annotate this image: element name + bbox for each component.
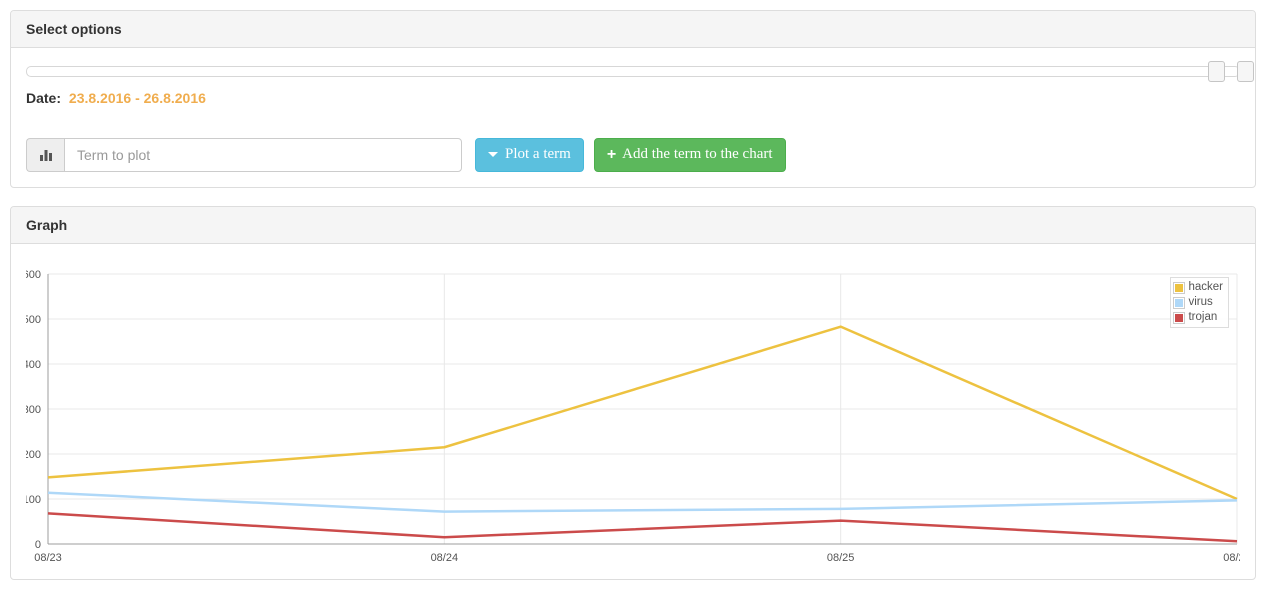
y-axis-tick-label: 0 [35, 539, 41, 551]
slider-handle-left[interactable] [1208, 61, 1225, 82]
y-axis-tick-label: 500 [26, 314, 41, 326]
add-term-button-label: Add the term to the chart [622, 146, 773, 162]
legend-item-hacker: hacker [1173, 280, 1223, 295]
slider-handle-right[interactable] [1237, 61, 1254, 82]
date-line: Date: 23.8.2016 - 26.8.2016 [26, 90, 1240, 106]
date-range-slider[interactable] [26, 61, 1254, 82]
y-axis-tick-label: 600 [26, 269, 41, 281]
select-options-panel: Select options Date: 23.8.2016 - 26.8.20… [10, 10, 1256, 188]
legend-label: virus [1188, 295, 1213, 308]
date-range-value: 23.8.2016 - 26.8.2016 [68, 90, 206, 106]
series-line-virus [47, 491, 1238, 513]
legend-swatch [1173, 311, 1186, 324]
legend-item-virus: virus [1173, 295, 1223, 310]
legend-swatch [1173, 296, 1186, 309]
y-axis-tick-label: 400 [26, 359, 41, 371]
legend-label: hacker [1188, 280, 1223, 293]
chart-legend: hacker virus trojan [1170, 277, 1229, 328]
date-label: Date: [26, 90, 62, 106]
add-term-button[interactable]: + Add the term to the chart [593, 138, 786, 172]
x-axis-tick-label: 08/24 [431, 552, 459, 564]
term-form-row: Plot a term + Add the term to the chart [26, 138, 1240, 172]
line-chart: 010020030040050060008/2308/2408/2508/26 … [26, 259, 1240, 564]
line-chart-svg: 0 100 200 300 400 500 600 08/23 08/24 08/25 08/26 [26, 269, 1240, 564]
term-input-group [26, 138, 462, 172]
plot-term-button[interactable]: Plot a term [475, 138, 584, 172]
select-options-panel-title: Select options [11, 11, 1255, 48]
plot-term-button-label: Plot a term [505, 146, 571, 162]
graph-panel: Graph 0 100 200 300 400 500 600 08/23 08/24 08/25… [10, 206, 1256, 580]
legend-swatch [1173, 281, 1186, 294]
x-axis-tick-label: 08/23 [34, 552, 62, 564]
caret-down-icon [488, 152, 498, 157]
y-axis-tick-label: 300 [26, 404, 41, 416]
x-axis-tick-label: 08/25 [827, 552, 855, 564]
legend-item-trojan: trojan [1173, 310, 1223, 325]
x-axis-tick-label: 08/26 [1223, 552, 1240, 564]
select-options-panel-body: Date: 23.8.2016 - 26.8.2016 Plot a term [11, 48, 1255, 187]
term-input[interactable] [64, 138, 462, 172]
legend-label: trojan [1188, 310, 1218, 323]
graph-panel-body: 010020030040050060008/2308/2408/2508/26 … [11, 244, 1255, 579]
graph-panel-title: Graph [11, 207, 1255, 244]
plus-icon: + [606, 145, 617, 163]
y-axis-tick-label: 100 [26, 494, 41, 506]
series-line-trojan [47, 512, 1238, 543]
series-line-hacker [47, 325, 1238, 501]
y-axis-tick-label: 200 [26, 449, 41, 461]
bar-chart-icon [26, 138, 64, 172]
